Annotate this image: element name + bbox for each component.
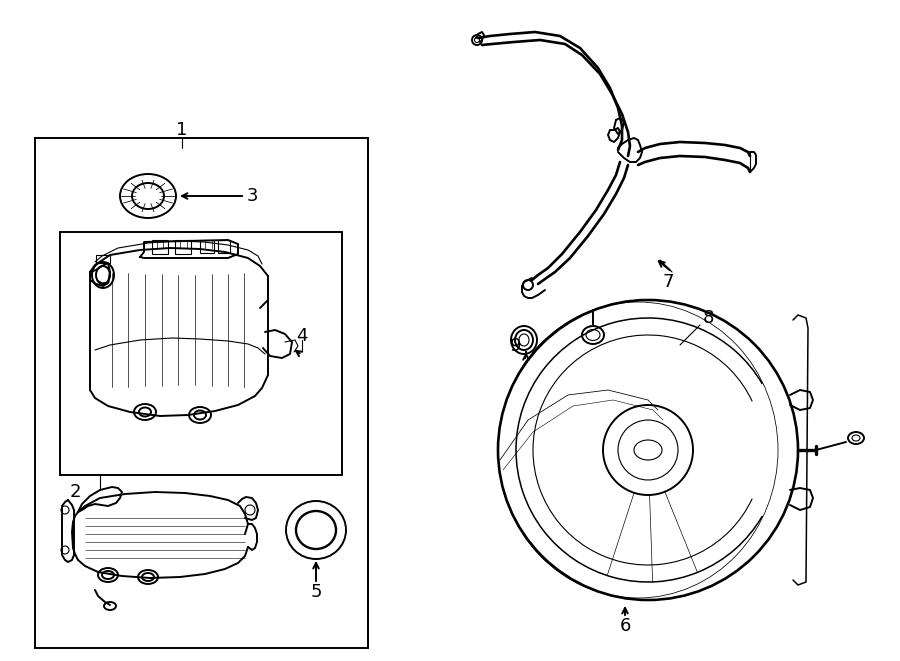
Bar (60, 232, 342, 475)
Bar (218, 240, 230, 253)
Text: 5: 5 (310, 583, 322, 601)
Text: 1: 1 (176, 121, 188, 139)
Text: 4: 4 (296, 327, 308, 345)
Text: 3: 3 (247, 187, 257, 205)
Bar (200, 240, 214, 253)
Text: 7: 7 (662, 273, 674, 291)
Text: 9: 9 (510, 337, 522, 355)
Bar (152, 240, 168, 254)
Text: 6: 6 (619, 617, 631, 635)
Bar (175, 240, 191, 254)
Text: 2: 2 (69, 483, 81, 501)
Bar (35, 138, 368, 648)
Text: 8: 8 (702, 309, 714, 327)
